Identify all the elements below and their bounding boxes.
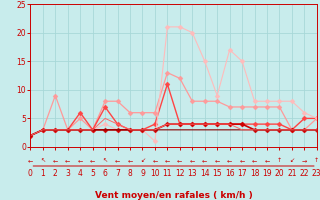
Text: 6: 6 bbox=[103, 168, 108, 178]
Text: 11: 11 bbox=[163, 168, 172, 178]
Text: ←: ← bbox=[239, 158, 245, 164]
Text: 14: 14 bbox=[200, 168, 210, 178]
Text: ↖: ↖ bbox=[40, 158, 45, 164]
Text: 22: 22 bbox=[300, 168, 309, 178]
Text: ←: ← bbox=[177, 158, 182, 164]
Text: 10: 10 bbox=[150, 168, 160, 178]
Text: ←: ← bbox=[152, 158, 157, 164]
Text: ←: ← bbox=[227, 158, 232, 164]
Text: 2: 2 bbox=[53, 168, 58, 178]
Text: 5: 5 bbox=[90, 168, 95, 178]
Text: 13: 13 bbox=[188, 168, 197, 178]
Text: Vent moyen/en rafales ( km/h ): Vent moyen/en rafales ( km/h ) bbox=[95, 190, 252, 200]
Text: ↖: ↖ bbox=[102, 158, 108, 164]
Text: ←: ← bbox=[65, 158, 70, 164]
Text: 23: 23 bbox=[312, 168, 320, 178]
Text: 4: 4 bbox=[78, 168, 83, 178]
Text: ←: ← bbox=[202, 158, 207, 164]
Text: 8: 8 bbox=[128, 168, 132, 178]
Text: ←: ← bbox=[252, 158, 257, 164]
Text: 12: 12 bbox=[175, 168, 185, 178]
Text: 19: 19 bbox=[262, 168, 272, 178]
Text: 0: 0 bbox=[28, 168, 33, 178]
Text: ←: ← bbox=[77, 158, 83, 164]
Text: 7: 7 bbox=[115, 168, 120, 178]
Text: ↑: ↑ bbox=[277, 158, 282, 164]
Text: ←: ← bbox=[165, 158, 170, 164]
Text: 1: 1 bbox=[40, 168, 45, 178]
Text: ←: ← bbox=[115, 158, 120, 164]
Text: ←: ← bbox=[214, 158, 220, 164]
Text: ←: ← bbox=[264, 158, 270, 164]
Text: 9: 9 bbox=[140, 168, 145, 178]
Text: →: → bbox=[302, 158, 307, 164]
Text: ↑: ↑ bbox=[314, 158, 319, 164]
Text: 16: 16 bbox=[225, 168, 235, 178]
Text: ↙: ↙ bbox=[140, 158, 145, 164]
Text: 17: 17 bbox=[237, 168, 247, 178]
Text: 20: 20 bbox=[275, 168, 284, 178]
Text: ←: ← bbox=[28, 158, 33, 164]
Text: ←: ← bbox=[90, 158, 95, 164]
Text: 3: 3 bbox=[65, 168, 70, 178]
Text: ↙: ↙ bbox=[289, 158, 294, 164]
Text: ←: ← bbox=[190, 158, 195, 164]
Text: ←: ← bbox=[53, 158, 58, 164]
Text: 15: 15 bbox=[212, 168, 222, 178]
Text: 18: 18 bbox=[250, 168, 259, 178]
Text: ←: ← bbox=[127, 158, 133, 164]
Text: 21: 21 bbox=[287, 168, 297, 178]
